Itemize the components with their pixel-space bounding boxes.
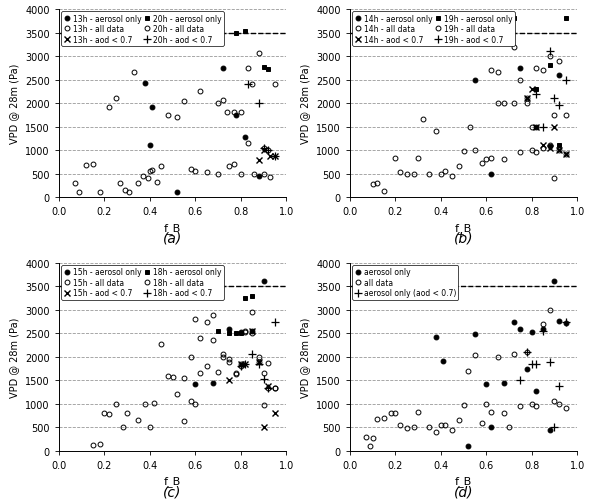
Text: (d): (d) <box>454 484 474 498</box>
Y-axis label: VPD @ 28m (Pa): VPD @ 28m (Pa) <box>300 317 310 397</box>
X-axis label: f_B: f_B <box>164 222 181 233</box>
X-axis label: f_B: f_B <box>455 222 472 233</box>
Text: (c): (c) <box>163 484 182 498</box>
Legend: 13h - aerosol only, 13h - all data, 13h - aod < 0.7, 20h - aerosol only, 20h - a: 13h - aerosol only, 13h - all data, 13h … <box>61 13 224 47</box>
Legend: aerosol only, all data, aerosol only (aod < 0.7): aerosol only, all data, aerosol only (ao… <box>352 266 458 300</box>
Text: (a): (a) <box>163 231 182 245</box>
Y-axis label: VPD @ 28m (Pa): VPD @ 28m (Pa) <box>9 64 19 144</box>
Legend: 15h - aerosol only, 15h - all data, 15h - aod < 0.7, 18h - aerosol only, 18h - a: 15h - aerosol only, 15h - all data, 15h … <box>61 266 223 300</box>
Legend: 14h - aerosol only, 14h - all data, 14h - aod < 0.7, 19h - aerosol only, 19h - a: 14h - aerosol only, 14h - all data, 14h … <box>352 13 515 47</box>
X-axis label: f_B: f_B <box>164 475 181 486</box>
Y-axis label: VPD @ 28m (Pa): VPD @ 28m (Pa) <box>300 64 310 144</box>
Y-axis label: VPD @ 28m (Pa): VPD @ 28m (Pa) <box>9 317 19 397</box>
Text: (b): (b) <box>454 231 474 245</box>
X-axis label: f_B: f_B <box>455 475 472 486</box>
